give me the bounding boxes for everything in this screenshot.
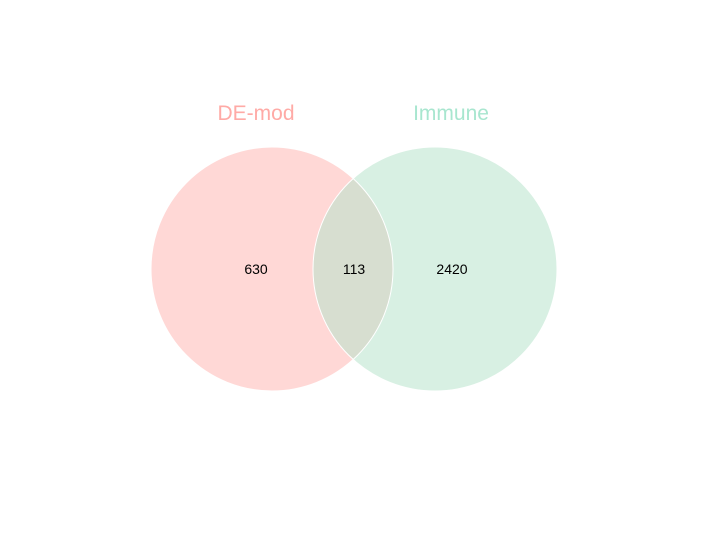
set-b-only-count: 2420: [436, 261, 468, 277]
intersection-count: 113: [342, 261, 366, 277]
set-b-outline: [312, 146, 558, 392]
set-a-title: DE-mod: [217, 102, 295, 125]
set-b-title: Immune: [413, 102, 489, 125]
set-a-outline: [150, 146, 394, 392]
intersection-region: [313, 147, 393, 391]
set-a-only-count: 630: [244, 261, 268, 277]
